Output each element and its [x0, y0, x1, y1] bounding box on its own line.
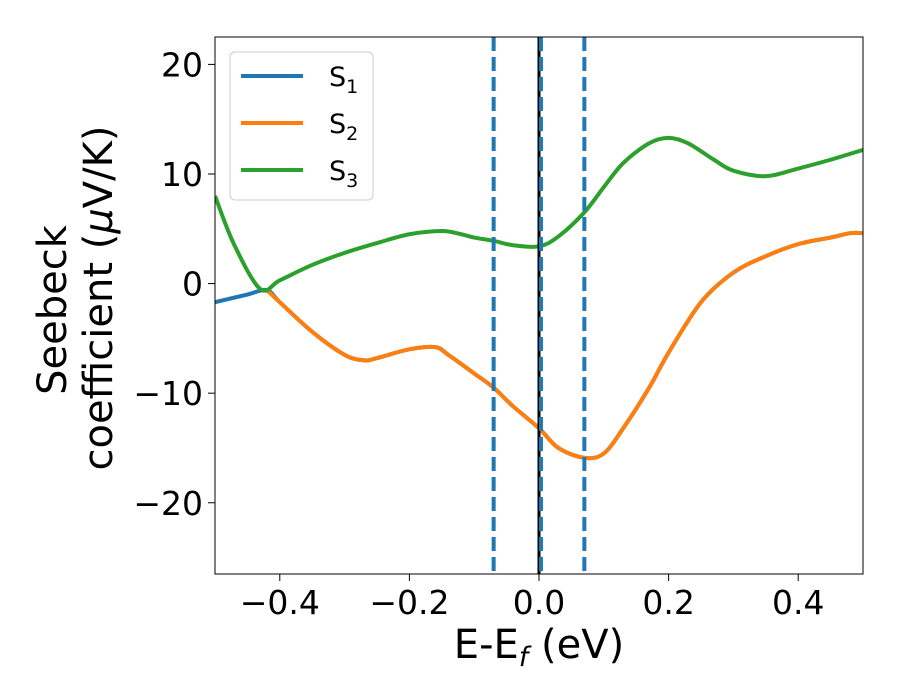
legend-label-s2: S2: [329, 109, 358, 145]
y-tick-label: 10: [161, 155, 203, 194]
x-axis-title: E-Ef (eV): [454, 622, 624, 673]
y-axis-title-prefix: coefficient (: [76, 234, 122, 471]
y-tick-label: −20: [133, 484, 203, 523]
y-tick-label: 20: [161, 45, 203, 84]
x-axis-title-unit: (eV): [528, 622, 624, 668]
y-tick-label: 0: [182, 265, 203, 304]
y-axis-title: Seebeck coefficient (μV/K): [30, 126, 122, 471]
series-line-s2: [265, 230, 863, 461]
legend-label-s3: S3: [329, 156, 358, 192]
x-tick-label: 0.4: [772, 583, 824, 622]
y-tick-label: −10: [133, 374, 203, 413]
legend-label-s1: S1: [329, 62, 358, 98]
legend-items: S1 S2 S3: [241, 62, 358, 192]
y-axis-title-line2: coefficient (μV/K): [76, 126, 122, 471]
reference-lines: [491, 37, 587, 574]
y-axis-title-mu: μ: [76, 208, 122, 234]
y-axis-title-line1: Seebeck: [30, 224, 76, 395]
x-tick-label: −0.2: [369, 583, 449, 622]
x-axis-title-main: E-E: [454, 622, 519, 668]
y-axis-ticks: −20 −10 0 10 20: [133, 45, 215, 523]
x-tick-label: −0.4: [240, 583, 320, 622]
y-axis-title-suffix: V/K): [76, 126, 122, 209]
legend: S1 S2 S3: [229, 51, 374, 201]
x-tick-label: 0.2: [642, 583, 694, 622]
x-tick-label: 0.0: [513, 583, 565, 622]
x-axis-ticks: −0.4 −0.2 0.0 0.2 0.4: [240, 574, 824, 622]
legend-frame: [229, 51, 374, 201]
